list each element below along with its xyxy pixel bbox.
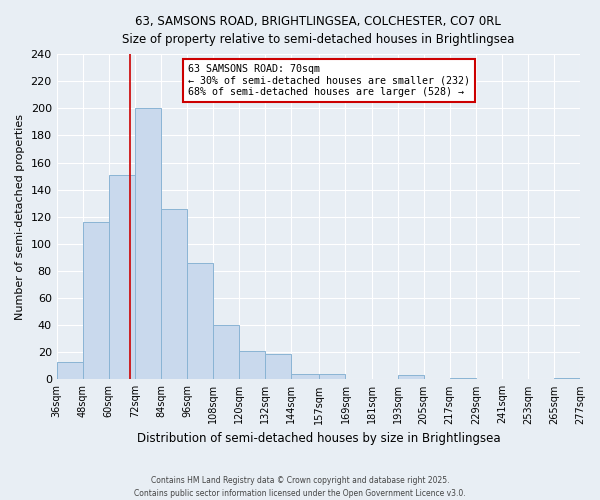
Title: 63, SAMSONS ROAD, BRIGHTLINGSEA, COLCHESTER, CO7 0RL
Size of property relative t: 63, SAMSONS ROAD, BRIGHTLINGSEA, COLCHES… <box>122 15 515 46</box>
Bar <box>450 378 476 380</box>
Bar <box>213 325 239 380</box>
Text: Contains HM Land Registry data © Crown copyright and database right 2025.
Contai: Contains HM Land Registry data © Crown c… <box>134 476 466 498</box>
Bar <box>319 374 346 380</box>
Bar <box>161 208 187 380</box>
Bar <box>109 174 135 380</box>
Bar <box>187 263 213 380</box>
Y-axis label: Number of semi-detached properties: Number of semi-detached properties <box>15 114 25 320</box>
Bar <box>83 222 109 380</box>
Bar <box>239 351 265 380</box>
Bar <box>398 375 424 380</box>
Bar <box>265 354 291 380</box>
Bar <box>56 362 83 380</box>
Bar <box>291 374 319 380</box>
Bar <box>554 378 580 380</box>
Bar <box>135 108 161 380</box>
Text: 63 SAMSONS ROAD: 70sqm
← 30% of semi-detached houses are smaller (232)
68% of se: 63 SAMSONS ROAD: 70sqm ← 30% of semi-det… <box>187 64 470 97</box>
X-axis label: Distribution of semi-detached houses by size in Brightlingsea: Distribution of semi-detached houses by … <box>137 432 500 445</box>
